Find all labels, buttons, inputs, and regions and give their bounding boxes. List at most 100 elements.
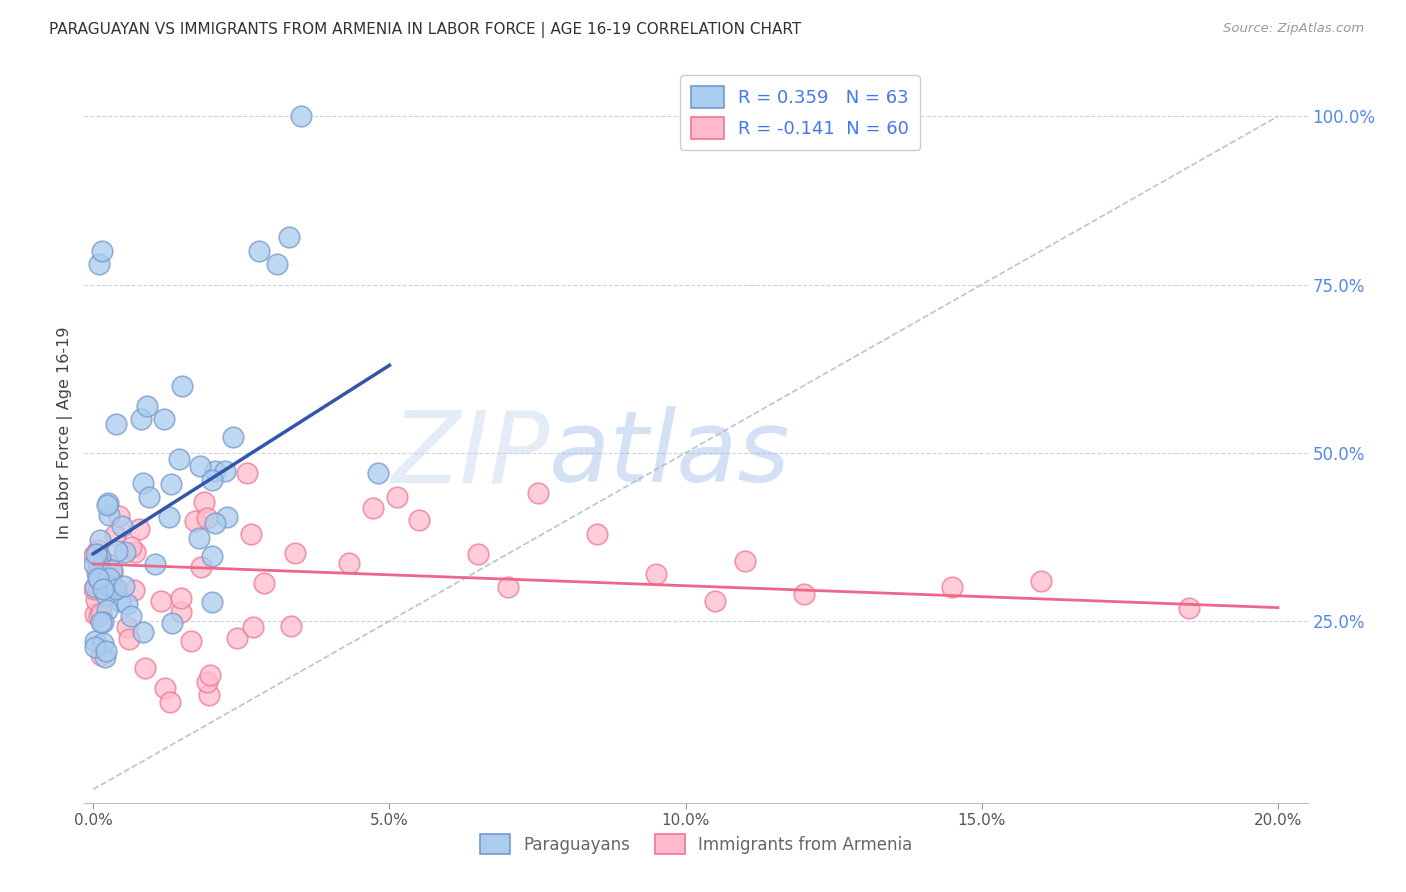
Text: PARAGUAYAN VS IMMIGRANTS FROM ARMENIA IN LABOR FORCE | AGE 16-19 CORRELATION CHA: PARAGUAYAN VS IMMIGRANTS FROM ARMENIA IN…: [49, 22, 801, 38]
Point: [89, 580, 111, 594]
Point: [91, 244, 114, 258]
Point: [100, 564, 122, 578]
Point: [645, 566, 668, 581]
Point: [91, 615, 114, 629]
Point: [83, 558, 105, 572]
Point: [280, 619, 302, 633]
Point: [89, 609, 111, 624]
Point: [190, 560, 212, 574]
Point: [83, 640, 105, 654]
Point: [96, 558, 118, 572]
Point: [167, 451, 190, 466]
Point: [145, 557, 167, 571]
Point: [100, 566, 122, 581]
Point: [387, 490, 409, 504]
Point: [98, 508, 121, 522]
Text: Source: ZipAtlas.com: Source: ZipAtlas.com: [1223, 22, 1364, 36]
Point: [236, 466, 259, 480]
Point: [180, 634, 202, 648]
Point: [135, 399, 157, 413]
Point: [107, 509, 129, 524]
Point: [115, 598, 138, 612]
Point: [94, 588, 117, 602]
Point: [157, 510, 180, 524]
Point: [277, 230, 299, 244]
Point: [188, 532, 211, 546]
Point: [193, 495, 215, 509]
Point: [1178, 600, 1201, 615]
Point: [496, 581, 519, 595]
Point: [111, 518, 134, 533]
Legend: Paraguayans, Immigrants from Armenia: Paraguayans, Immigrants from Armenia: [472, 828, 920, 861]
Point: [222, 430, 245, 444]
Point: [247, 244, 270, 258]
Point: [214, 464, 236, 478]
Point: [83, 580, 105, 594]
Point: [585, 526, 607, 541]
Point: [101, 563, 124, 577]
Point: [162, 615, 184, 630]
Point: [408, 513, 430, 527]
Point: [290, 109, 312, 123]
Point: [128, 522, 150, 536]
Point: [114, 545, 136, 559]
Point: [89, 551, 111, 566]
Point: [188, 459, 211, 474]
Point: [215, 510, 238, 524]
Point: [153, 412, 176, 426]
Point: [197, 688, 219, 702]
Point: [83, 582, 105, 596]
Point: [526, 486, 548, 500]
Point: [86, 566, 108, 580]
Point: [83, 548, 105, 562]
Point: [242, 620, 264, 634]
Point: [226, 632, 249, 646]
Point: [91, 636, 114, 650]
Point: [195, 674, 218, 689]
Point: [240, 527, 263, 541]
Point: [184, 514, 207, 528]
Point: [105, 417, 128, 432]
Point: [97, 571, 120, 585]
Point: [1029, 574, 1052, 588]
Point: [704, 594, 727, 608]
Point: [172, 378, 194, 392]
Point: [112, 579, 135, 593]
Point: [153, 681, 176, 696]
Point: [793, 587, 815, 601]
Point: [98, 579, 121, 593]
Point: [170, 605, 193, 619]
Point: [84, 547, 107, 561]
Point: [86, 542, 108, 557]
Point: [120, 609, 142, 624]
Point: [108, 593, 131, 607]
Point: [197, 511, 219, 525]
Point: [201, 595, 224, 609]
Point: [201, 549, 224, 564]
Y-axis label: In Labor Force | Age 16-19: In Labor Force | Age 16-19: [58, 326, 73, 539]
Point: [129, 412, 152, 426]
Point: [204, 464, 226, 478]
Point: [134, 661, 156, 675]
Point: [132, 624, 155, 639]
Point: [253, 575, 276, 590]
Point: [83, 607, 105, 621]
Point: [94, 650, 117, 665]
Point: [160, 477, 183, 491]
Point: [170, 591, 193, 605]
Point: [204, 516, 226, 530]
Point: [149, 594, 172, 608]
Point: [361, 500, 384, 515]
Point: [132, 476, 155, 491]
Point: [97, 574, 120, 589]
Point: [124, 544, 146, 558]
Point: [284, 546, 307, 560]
Text: atlas: atlas: [550, 407, 790, 503]
Point: [200, 668, 222, 682]
Point: [89, 533, 111, 547]
Point: [367, 466, 389, 480]
Point: [105, 544, 128, 558]
Point: [941, 581, 963, 595]
Point: [96, 499, 118, 513]
Point: [120, 541, 142, 555]
